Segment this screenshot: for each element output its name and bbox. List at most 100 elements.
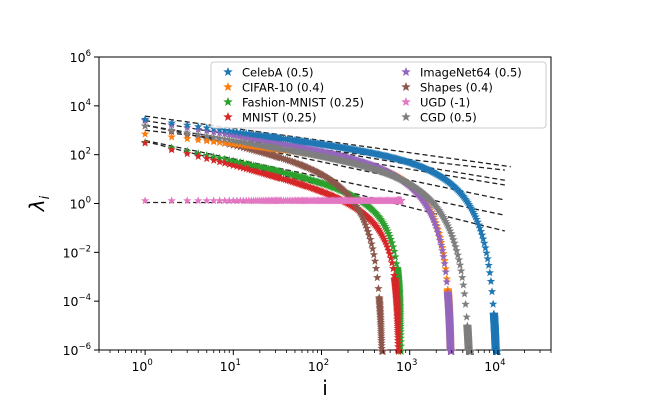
data-point (391, 252, 400, 261)
data-point (430, 200, 439, 209)
data-point (387, 238, 397, 247)
data-point (194, 196, 203, 205)
legend-box (210, 61, 547, 129)
legend-label: CelebA (0.5) (242, 66, 313, 80)
data-point (462, 312, 471, 321)
data-point (434, 206, 444, 215)
data-point (220, 126, 229, 134)
fit-line (145, 115, 511, 168)
data-point (381, 237, 390, 246)
legend-marker (401, 97, 411, 107)
data-point (460, 193, 469, 202)
data-point (383, 226, 392, 235)
data-point (194, 122, 203, 131)
data-point (415, 192, 425, 201)
legend-entry: CIFAR-10 (0.4) (223, 81, 324, 95)
data-point (474, 220, 483, 229)
data-point (431, 201, 440, 210)
legend-marker (401, 112, 411, 122)
legend-entry: ImageNet64 (0.5) (401, 66, 522, 80)
data-point (202, 126, 211, 135)
data-point (373, 223, 382, 232)
data-point (367, 216, 376, 225)
data-point (379, 234, 389, 243)
data-point (215, 138, 224, 146)
data-point (428, 197, 437, 206)
legend-entry: Shapes (0.4) (401, 81, 493, 95)
data-point (425, 195, 435, 204)
data-point (220, 196, 229, 205)
data-point (368, 244, 377, 253)
data-point (425, 208, 435, 216)
data-point (479, 234, 488, 243)
data-point (429, 215, 438, 224)
data-point (440, 259, 449, 268)
data-point (374, 225, 383, 234)
legend-marker (401, 67, 411, 77)
data-point (194, 152, 203, 160)
legend-marker (223, 82, 233, 92)
data-point (356, 210, 366, 219)
data-point (418, 195, 427, 204)
data-point (485, 268, 495, 277)
data-point (423, 203, 433, 212)
series-3 (140, 138, 403, 355)
data-point (396, 337, 405, 346)
data-point (225, 139, 234, 148)
data-point (209, 133, 218, 141)
x-tick-label: 102 (308, 358, 329, 374)
data-point (229, 139, 238, 148)
data-point (355, 208, 365, 216)
data-point (469, 207, 478, 216)
data-point (434, 231, 444, 240)
data-point (379, 220, 389, 229)
data-point (430, 218, 439, 227)
data-point (472, 215, 481, 223)
data-point (378, 218, 388, 227)
data-point (225, 130, 234, 139)
y-tick-label: 104 (70, 98, 91, 114)
data-point (386, 235, 396, 243)
legend-label: UGD (-1) (420, 96, 470, 110)
data-point (439, 252, 448, 261)
data-point (444, 223, 454, 232)
data-point (377, 216, 387, 225)
data-point (341, 188, 350, 197)
data-point (202, 196, 211, 205)
data-point (215, 128, 224, 137)
data-point (202, 136, 211, 145)
data-point (229, 196, 238, 205)
data-point (370, 220, 380, 229)
data-point (194, 135, 203, 144)
data-point (371, 221, 381, 230)
data-point (202, 123, 211, 132)
data-point (376, 214, 385, 223)
data-point (371, 209, 381, 218)
data-point (412, 188, 421, 197)
data-point (475, 223, 485, 232)
data-point (423, 193, 433, 202)
legend-entry: CelebA (0.5) (223, 66, 313, 80)
data-point (225, 135, 234, 144)
data-point (487, 287, 497, 296)
data-point (209, 196, 218, 205)
data-point (360, 217, 369, 226)
data-point (438, 211, 447, 220)
x-tick-label: 103 (396, 358, 417, 374)
data-point (366, 215, 375, 224)
data-point (384, 245, 393, 254)
data-point (442, 277, 451, 286)
data-point (373, 210, 382, 219)
data-point (433, 227, 443, 236)
data-point (481, 243, 490, 252)
data-point (354, 205, 364, 214)
data-point (220, 134, 229, 143)
data-point (432, 224, 441, 233)
data-point (441, 217, 450, 226)
data-point (429, 199, 438, 208)
data-point (366, 235, 375, 244)
data-point (439, 213, 448, 222)
data-point (140, 114, 150, 123)
data-point (388, 242, 398, 251)
